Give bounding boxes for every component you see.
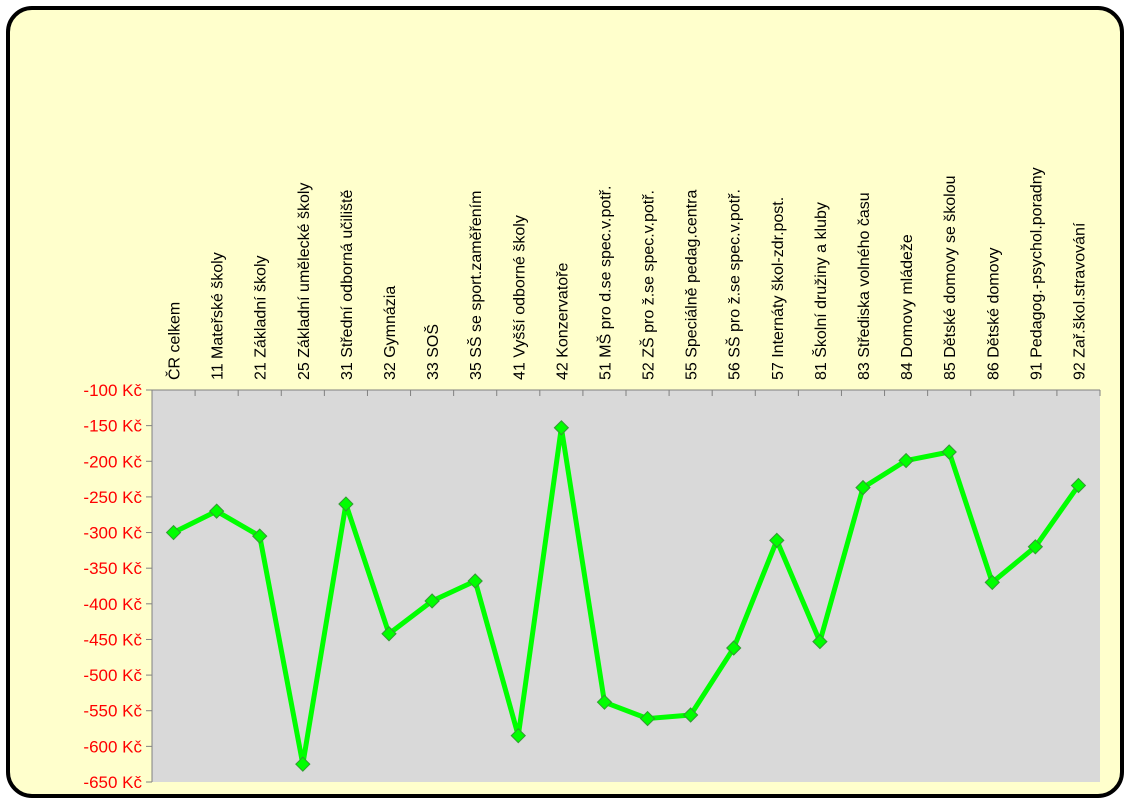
- data-point-marker[interactable]: [208, 503, 225, 519]
- data-point-marker[interactable]: [898, 452, 914, 469]
- x-tick-label: 33 SOŠ: [423, 324, 442, 380]
- x-tick-label: 35 SŠ se sport.zaměřením: [466, 191, 485, 380]
- x-tick-label: 86 Dětské domovy: [985, 247, 1002, 380]
- data-point-marker[interactable]: [510, 727, 526, 744]
- series-group: [165, 420, 1087, 772]
- data-point-marker[interactable]: [769, 532, 785, 549]
- y-tick-label: -300 Kč: [83, 524, 142, 543]
- y-axis: -100 Kč -150 Kč -200 Kč -250 Kč -300 Kč -350 …: [83, 381, 152, 792]
- y-tick-label: -150 Kč: [83, 417, 142, 436]
- x-tick-label: 57 Internáty škol-zdr.post.: [770, 197, 787, 380]
- data-point-marker[interactable]: [165, 524, 182, 541]
- x-tick-label: 42 Konzervatoře: [554, 262, 571, 380]
- y-tick-label: -600 Kč: [83, 737, 142, 756]
- x-axis: ČR celkem 11 Mateřské školy 21 Základní šk…: [151, 167, 1101, 396]
- y-tick-label: -200 Kč: [83, 452, 142, 471]
- x-tick-label: 25 Základní umělecké školy: [296, 183, 313, 380]
- y-tick-label: -650 Kč: [83, 773, 142, 792]
- x-tick-label: 31 Střední odborná učiliště: [339, 190, 356, 380]
- data-point-marker[interactable]: [639, 710, 656, 727]
- data-point-marker[interactable]: [726, 640, 742, 656]
- x-tick-label: 51 MŠ pro d.se spec.v.potř.: [595, 186, 614, 380]
- x-tick-label: 55 Speciálně pedag.centra: [684, 190, 701, 380]
- y-tick-label: -350 Kč: [83, 559, 142, 578]
- x-tick-label: 52 ZŠ pro ž.se spec.v.potř.: [639, 190, 658, 380]
- data-point-marker[interactable]: [682, 707, 699, 723]
- y-tick-label: -400 Kč: [83, 595, 142, 614]
- data-point-marker[interactable]: [1070, 477, 1087, 494]
- data-point-marker[interactable]: [295, 756, 311, 772]
- data-point-marker[interactable]: [467, 573, 483, 589]
- line-chart: -100 Kč -150 Kč -200 Kč -250 Kč -300 Kč -350 …: [83, 167, 1101, 792]
- series-line: [172, 425, 1081, 767]
- x-tick-label: 83 Střediska volného času: [856, 192, 873, 380]
- data-point-marker[interactable]: [941, 444, 957, 460]
- x-tick-label: 21 Základní školy: [253, 255, 270, 380]
- y-tick-label: -550 Kč: [83, 702, 142, 721]
- data-point-marker[interactable]: [381, 626, 397, 642]
- data-point-marker[interactable]: [424, 593, 440, 609]
- x-tick-label: 84 Domovy mládeže: [899, 234, 916, 380]
- x-tick-label: 32 Gymnázia: [382, 286, 399, 380]
- x-tick-label: 41 Vyšší odborné školy: [511, 215, 528, 380]
- y-tick-label: -250 Kč: [83, 488, 142, 507]
- x-tick-label: 81 Školní družiny a kluby: [811, 202, 830, 380]
- data-point-marker[interactable]: [855, 479, 871, 496]
- x-tick-label: 92 Zař.škol.stravování: [1071, 222, 1088, 380]
- data-point-marker[interactable]: [553, 420, 570, 436]
- x-tick-label: 56 SŠ pro ž.se spec.v.potř.: [725, 189, 744, 380]
- data-point-marker[interactable]: [1027, 539, 1044, 555]
- x-tick-label: 85 Dětské domovy se školou: [942, 175, 959, 380]
- y-tick-label: -450 Kč: [83, 630, 142, 649]
- y-tick-label: -500 Kč: [83, 666, 142, 685]
- data-point-marker[interactable]: [812, 633, 828, 650]
- data-point-marker[interactable]: [984, 574, 1000, 591]
- x-tick-label: 91 Pedagog.-psychol.poradny: [1028, 167, 1045, 380]
- x-tick-label: 11 Mateřské školy: [210, 252, 227, 380]
- data-point-marker[interactable]: [596, 694, 613, 710]
- chart-frame: -100 Kč -150 Kč -200 Kč -250 Kč -300 Kč -350 …: [6, 6, 1124, 798]
- data-point-marker[interactable]: [338, 496, 354, 512]
- y-tick-label: -100 Kč: [83, 381, 142, 400]
- x-tick-label: ČR celkem: [165, 302, 184, 380]
- data-point-marker[interactable]: [252, 528, 268, 544]
